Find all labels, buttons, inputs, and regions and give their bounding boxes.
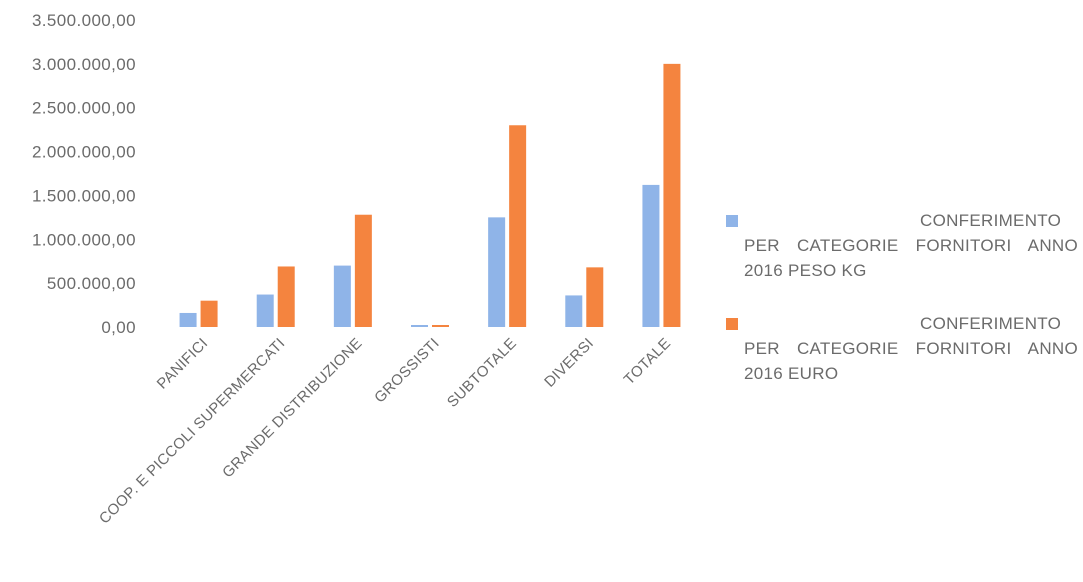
bar-series-1: [256, 294, 274, 327]
x-category-label: PANIFICI: [154, 335, 212, 393]
y-tick-label: 2.000.000,00: [32, 143, 136, 162]
legend-item-peso-kg: CONFERIMENTO PER CATEGORIE FORNITORI ANN…: [722, 208, 1078, 283]
x-category-label: DIVERSI: [541, 335, 597, 391]
bar-series-2: [663, 63, 681, 327]
legend-label-euro: CONFERIMENTO PER CATEGORIE FORNITORI ANN…: [744, 314, 1078, 383]
legend-swatch-peso-kg: [726, 215, 738, 227]
x-category-label: SUBTOTALE: [444, 335, 520, 411]
x-category-label: GROSSISTI: [371, 335, 443, 407]
y-tick-label: 1.000.000,00: [32, 230, 136, 249]
y-tick-label: 3.000.000,00: [32, 55, 136, 74]
y-tick-label: 1.500.000,00: [32, 186, 136, 205]
legend: CONFERIMENTO PER CATEGORIE FORNITORI ANN…: [722, 208, 1078, 414]
y-tick-label: 3.500.000,00: [32, 11, 136, 30]
legend-swatch-euro: [726, 318, 738, 330]
bar-series-2: [200, 300, 218, 327]
bar-series-2: [277, 266, 295, 327]
bar-series-2: [509, 125, 527, 327]
x-category-label: TOTALE: [621, 335, 675, 389]
x-category-label: GRANDE DISTRIBUZIONE: [219, 335, 366, 482]
bar-series-2: [354, 214, 372, 327]
y-tick-label: 2.500.000,00: [32, 99, 136, 118]
bar-series-1: [565, 295, 583, 327]
bar-series-2: [586, 267, 604, 327]
bar-series-1: [488, 217, 506, 327]
legend-label-peso-kg: CONFERIMENTO PER CATEGORIE FORNITORI ANN…: [744, 211, 1078, 280]
bar-series-1: [179, 312, 197, 327]
bar-series-2: [432, 325, 449, 327]
bar-series-1: [642, 184, 660, 327]
bar-series-1: [333, 265, 351, 327]
y-tick-label: 0,00: [101, 318, 136, 337]
bar-series-1: [411, 325, 428, 327]
legend-item-euro: CONFERIMENTO PER CATEGORIE FORNITORI ANN…: [722, 311, 1078, 386]
y-tick-label: 500.000,00: [47, 274, 136, 293]
